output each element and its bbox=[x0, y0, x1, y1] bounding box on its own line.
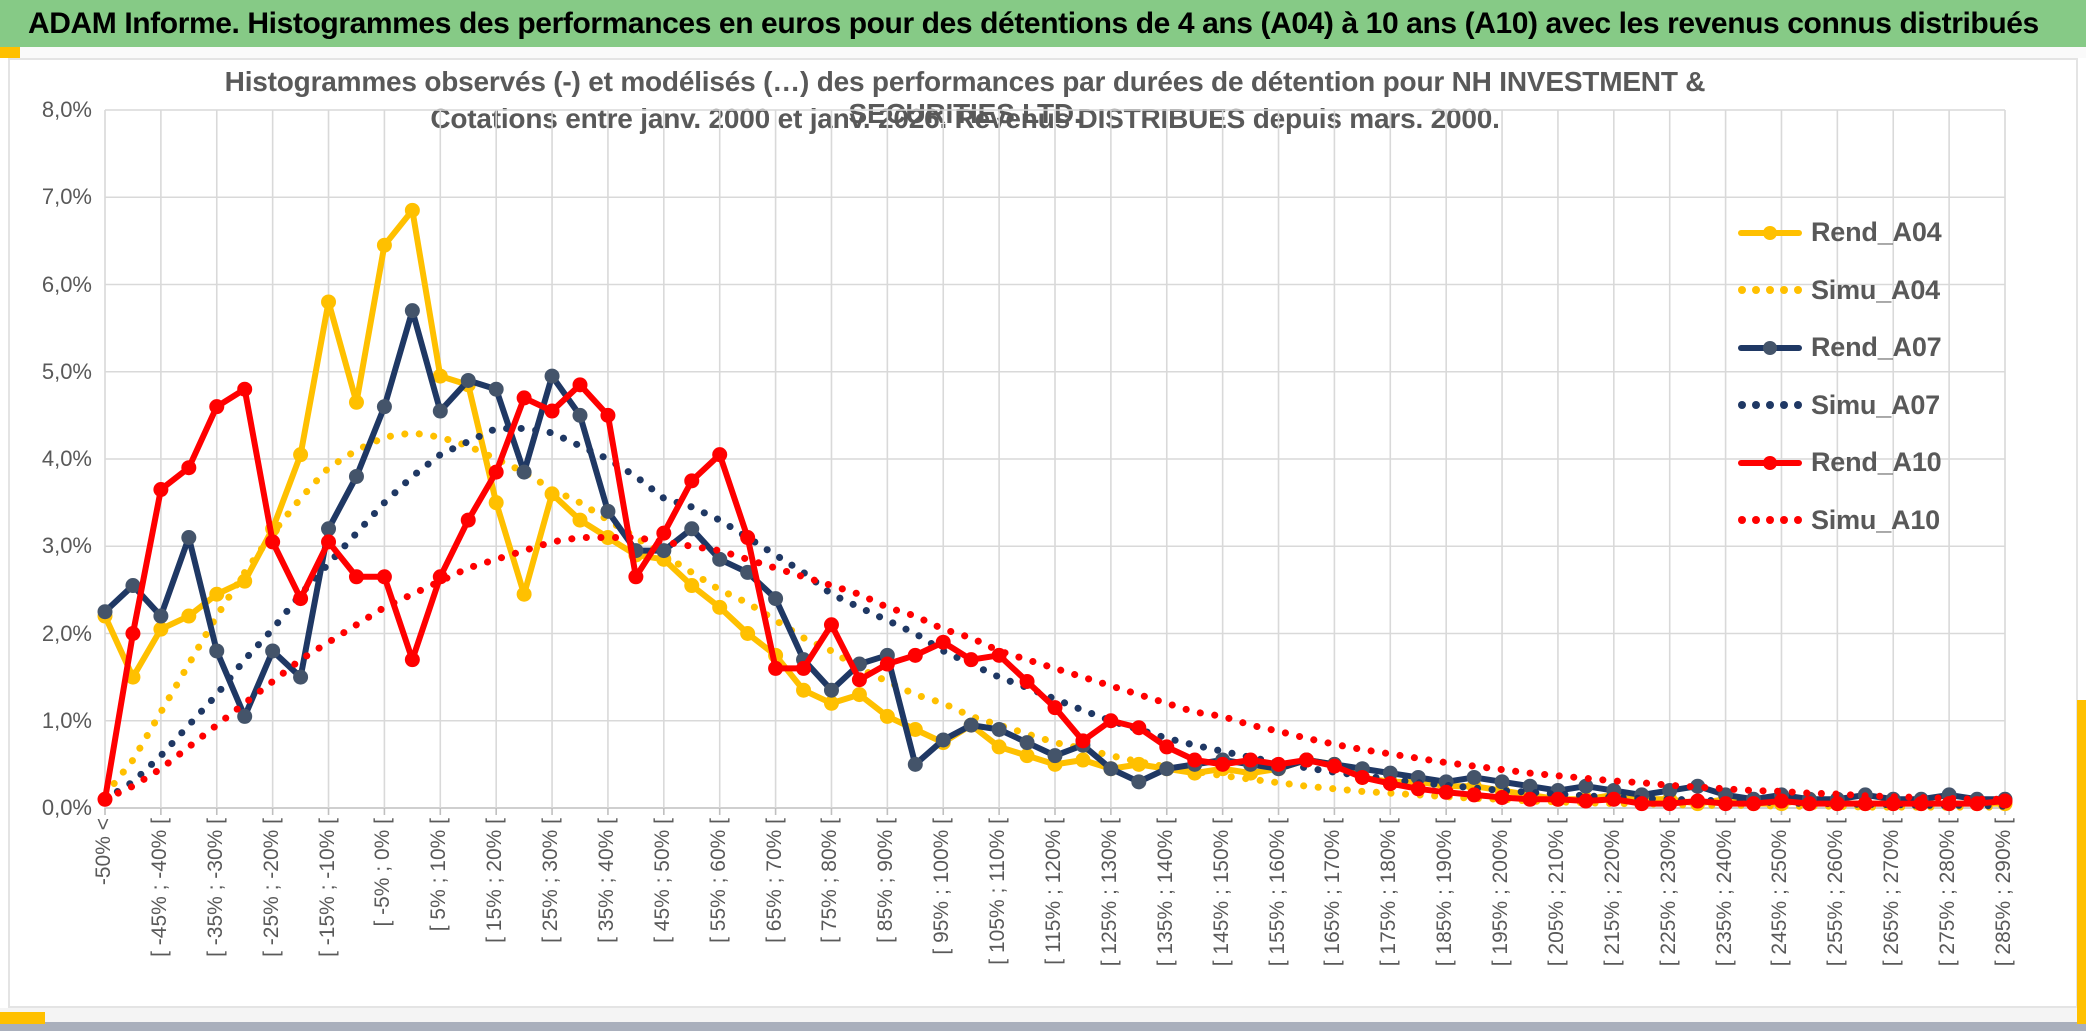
x-axis-tick-label: [ 35% ; 40% [ bbox=[594, 818, 618, 943]
y-axis-tick-label: 6,0% bbox=[41, 271, 92, 297]
x-axis-tick-label: -50% < bbox=[92, 818, 115, 886]
x-axis-tick-label: [ 275% ; 280% [ bbox=[1936, 818, 1960, 967]
x-axis-tick-label: [ 25% ; 30% [ bbox=[539, 818, 563, 943]
x-axis-tick-label: [ 265% ; 270% [ bbox=[1880, 818, 1904, 967]
gold-corner-accent-top-left bbox=[0, 47, 20, 58]
legend-item-rend-a07: Rend_A07 bbox=[1738, 319, 2068, 377]
gold-edge-accent-right bbox=[2077, 700, 2086, 1024]
legend-dotted-sample-icon bbox=[1738, 280, 1802, 300]
legend-line-sample-icon bbox=[1738, 338, 1802, 358]
x-axis-tick-label: [ -5% ; 0% [ bbox=[371, 818, 395, 927]
x-axis-tick-label: [ 115% ; 120% [ bbox=[1042, 818, 1065, 965]
chart-title-line1: Histogrammes observés (-) et modélisés (… bbox=[224, 66, 1706, 129]
x-axis-tick-label: [ 215% ; 220% [ bbox=[1600, 818, 1624, 967]
x-axis-tick-label: [ 55% ; 60% [ bbox=[706, 818, 730, 943]
x-axis-tick-label: [ 235% ; 240% [ bbox=[1712, 818, 1736, 967]
legend-label: Simu_A10 bbox=[1811, 504, 1940, 535]
legend-dotted-sample-icon bbox=[1738, 395, 1802, 415]
x-axis-tick-label: [ 45% ; 50% [ bbox=[650, 818, 674, 943]
x-axis-tick-label: [ 205% ; 210% [ bbox=[1544, 818, 1568, 967]
legend-item-simu-a07: Simu_A07 bbox=[1738, 377, 2068, 435]
legend-dotted-sample-icon bbox=[1738, 510, 1802, 530]
y-axis-tick-label: 4,0% bbox=[41, 446, 92, 471]
report-title: ADAM Informe. Histogrammes des performan… bbox=[28, 6, 2039, 40]
gold-corner-accent-bottom-left bbox=[0, 1012, 45, 1024]
x-axis-tick-label: [ 125% ; 130% [ bbox=[1097, 818, 1121, 967]
x-axis-tick-label: [ 65% ; 70% [ bbox=[762, 818, 786, 943]
y-axis-tick-label: 2,0% bbox=[41, 620, 92, 646]
x-axis-tick-label: [ 195% ; 200% [ bbox=[1489, 818, 1513, 967]
page-bottom-strip bbox=[0, 1008, 2086, 1022]
legend-item-simu-a04: Simu_A04 bbox=[1738, 262, 2068, 320]
y-axis-tick-label: 1,0% bbox=[41, 707, 92, 733]
legend-item-rend-a10: Rend_A10 bbox=[1738, 434, 2068, 492]
legend-label: Rend_A07 bbox=[1811, 332, 1942, 363]
chart-legend: Rend_A04 Simu_A04 Rend_A07 Simu_A07 Rend… bbox=[1738, 204, 2068, 549]
x-axis-tick-label: [ 225% ; 230% [ bbox=[1656, 818, 1680, 967]
legend-line-sample-icon bbox=[1738, 223, 1802, 243]
legend-label: Simu_A07 bbox=[1811, 389, 1940, 420]
y-axis-tick-label: 3,0% bbox=[41, 533, 92, 559]
x-axis-tick-label: [ 255% ; 260% [ bbox=[1824, 818, 1848, 967]
x-axis-tick-label: [ 175% ; 180% [ bbox=[1377, 818, 1401, 967]
y-axis-tick-label: 5,0% bbox=[41, 358, 92, 384]
x-axis-tick-label: [ 85% ; 90% [ bbox=[874, 818, 898, 943]
legend-item-simu-a10: Simu_A10 bbox=[1738, 492, 2068, 550]
legend-label: Rend_A04 bbox=[1811, 217, 1942, 248]
x-axis-tick-label: [ 185% ; 190% [ bbox=[1433, 818, 1457, 967]
x-axis-tick-label: [ -45% ; -40% [ bbox=[147, 818, 171, 957]
header-gap bbox=[0, 47, 2086, 58]
x-axis-tick-label: [ 245% ; 250% [ bbox=[1768, 818, 1792, 967]
y-axis-tick-label: 0,0% bbox=[41, 795, 92, 820]
legend-item-rend-a04: Rend_A04 bbox=[1738, 204, 2068, 262]
x-axis-tick-label: [ 135% ; 140% [ bbox=[1153, 818, 1177, 967]
legend-line-sample-icon bbox=[1738, 453, 1802, 473]
legend-label: Simu_A04 bbox=[1811, 274, 1940, 305]
x-axis-tick-label: [ 95% ; 100% [ bbox=[930, 818, 954, 955]
x-axis-tick-label: [ 145% ; 150% [ bbox=[1209, 818, 1233, 967]
x-axis-tick-label: [ 5% ; 10% [ bbox=[427, 818, 451, 932]
x-axis-tick-label: [ 105% ; 110% [ bbox=[986, 818, 1010, 965]
x-axis-tick-label: [ 285% ; 290% [ bbox=[1992, 818, 2015, 967]
x-axis-tick-label: [ 15% ; 20% [ bbox=[483, 818, 507, 943]
legend-label: Rend_A10 bbox=[1811, 447, 1942, 478]
x-axis-tick-label: [ 165% ; 170% [ bbox=[1321, 818, 1345, 967]
x-axis-tick-label: [ 155% ; 160% [ bbox=[1265, 818, 1289, 967]
x-axis-tick-label: [ 75% ; 80% [ bbox=[818, 818, 842, 943]
x-axis-tick-label: [ -35% ; -30% [ bbox=[203, 818, 227, 957]
y-axis-tick-label: 8,0% bbox=[41, 97, 92, 122]
x-axis-tick-label: [ -15% ; -10% [ bbox=[315, 818, 339, 957]
bottom-scrollbar[interactable] bbox=[0, 1022, 2086, 1031]
x-axis-tick-label: [ -25% ; -20% [ bbox=[259, 818, 283, 957]
report-header-bar: ADAM Informe. Histogrammes des performan… bbox=[0, 0, 2086, 47]
y-axis-tick-label: 7,0% bbox=[41, 184, 92, 210]
